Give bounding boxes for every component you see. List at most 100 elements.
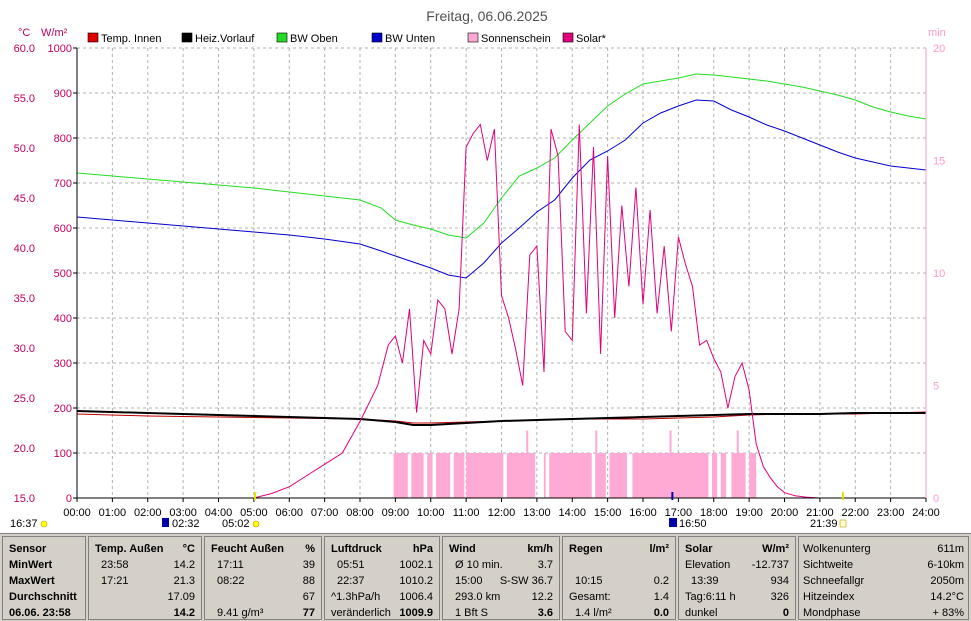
solar-max-time: 13:39 [691,575,719,587]
legend-label-0: Temp. Innen [101,33,162,45]
sunshine-bar-12 [711,453,718,498]
extra-visibility-label: Sichtweite [803,559,854,571]
tick-x-21: 21:00 [806,507,834,519]
sensor-row-current: 06.06. 23:58 [9,607,71,619]
tick-right-3: 15 [933,156,945,168]
tick-x-11: 11:00 [453,507,480,519]
solar-day-length: Tag:6:11 h [685,591,736,603]
tick-x-0: 00:00 [63,507,91,519]
tick-temp-9: 60.0 [14,43,35,55]
tick-x-24: 24:00 [912,507,940,519]
legend-label-5: Solar* [576,33,607,45]
tick-temp-2: 25.0 [14,393,35,405]
series-lines [76,73,927,499]
wind-dist-value: 12.2 [531,591,553,603]
mark-sunset: 21:39 [810,518,838,530]
tick-temp-4: 35.0 [14,293,35,305]
sunshine-bar-5 [466,453,504,498]
pressure-avg-value: 1006.4 [399,591,433,603]
temp-avg-value: 17.09 [167,591,195,603]
mark-sunrise-left-dot [40,520,48,528]
tick-solar-7: 700 [54,178,72,190]
humidity-min-value: 39 [302,559,315,571]
group-sensor: Sensor MinWert MaxWert Durchschnitt 06.0… [2,536,86,620]
mark-sunrise-dot [252,520,260,528]
tick-temp-8: 55.0 [14,93,35,105]
tick-x-5: 05:00 [240,507,268,519]
tick-solar-1: 100 [54,448,72,460]
axes: 15.0 20.0 25.0 30.0 35.0 40.0 45.0 50.0 55.0 60.0… [14,43,946,519]
tick-x-22: 22:00 [841,507,869,519]
humidity-title: Feucht Außen [211,543,284,555]
tick-x-12: 12:00 [488,507,516,519]
tick-x-14: 14:00 [558,507,586,519]
solar-elevation-label: Elevation [685,559,731,571]
wind-title: Wind [449,543,476,555]
wind-current-value: 3.6 [537,607,553,619]
humidity-max-time: 08:22 [217,575,245,587]
sunshine-bar-15 [749,453,757,498]
sunshine-bar-2 [427,453,433,498]
tick-right-4: 20 [933,43,945,55]
series-line-1 [76,410,926,426]
tick-x-15: 15:00 [594,507,622,519]
sunshine-peak-3 [736,430,739,498]
sunshine-bar-3 [436,453,451,498]
group-wind: Wind km/h Ø 10 min. 3.7 15:00 S-SW 36.7 293… [442,536,560,620]
extra-moonphase-value: + 83% [932,607,965,619]
series-line-2 [76,73,927,239]
sunshine-bar-1 [411,453,424,498]
pressure-forecast: veränderlich [331,607,391,619]
wind-distance: 293.0 km [455,591,501,603]
legend-swatch-2 [276,32,288,43]
tick-x-23: 23:00 [877,507,905,519]
solar-unit: W/m² [762,543,789,555]
humidity-abs: 9.41 g/m³ [217,607,264,619]
tick-solar-5: 500 [54,268,72,280]
rain-max-value: 0.2 [653,575,669,587]
tick-solar-10: 1000 [48,43,72,55]
mark-noon: 16:50 [679,518,707,530]
rain-day: 1.4 l/m² [575,607,612,619]
tick-temp-7: 50.0 [14,143,35,155]
rain-total-label: Gesamt: [569,591,611,603]
sunshine-bar-0 [393,453,408,498]
tick-solar-6: 600 [54,223,72,235]
sunshine-bar-6 [506,453,536,498]
mark-sunrise: 05:02 [222,518,250,530]
tick-x-10: 10:00 [417,507,445,519]
pressure-unit: hPa [412,543,433,555]
tick-x-17: 17:00 [665,507,693,519]
wind-unit: km/h [527,543,553,555]
legend-swatch-5 [562,32,574,43]
rain-unit: l/m² [649,543,669,555]
extra-snowline-value: 2050m [930,575,964,587]
pressure-min-time: 05:51 [337,559,365,571]
humidity-max-value: 88 [302,575,315,587]
weather-chart: Freitag, 06.06.2025 °C W/m² min Temp. In… [10,8,946,530]
tick-x-2: 02:00 [134,507,162,519]
tick-right-1: 5 [933,381,939,393]
solar-avg-value: 326 [770,591,789,603]
humidity-avg-value: 67 [302,591,315,603]
solar-state: dunkel [685,607,718,619]
tick-solar-2: 200 [54,403,72,415]
tick-x-13: 13:00 [523,507,551,519]
extra-snowline-label: Schneefallgr [803,575,865,587]
legend-label-1: Heiz.Vorlauf [195,33,255,45]
rain-total-value: 1.4 [653,591,669,603]
tick-temp-5: 40.0 [14,243,35,255]
temp-unit: °C [182,543,195,555]
grid [76,47,927,499]
legend-label-2: BW Oben [290,33,338,45]
extra-moonphase-label: Mondphase [803,607,861,619]
wind-max-value: S-SW 36.7 [499,575,553,587]
pressure-max-time: 22:37 [337,575,365,587]
tick-x-16: 16:00 [629,507,657,519]
sunshine-bar-8 [549,453,592,498]
series-line-4 [77,123,926,499]
wind-bft: 1 Bft S [455,607,489,619]
pressure-max-value: 1010.2 [399,575,433,587]
unit-solar: W/m² [41,27,68,39]
info-panel: Sensor MinWert MaxWert Durchschnitt 06.0… [0,533,971,621]
